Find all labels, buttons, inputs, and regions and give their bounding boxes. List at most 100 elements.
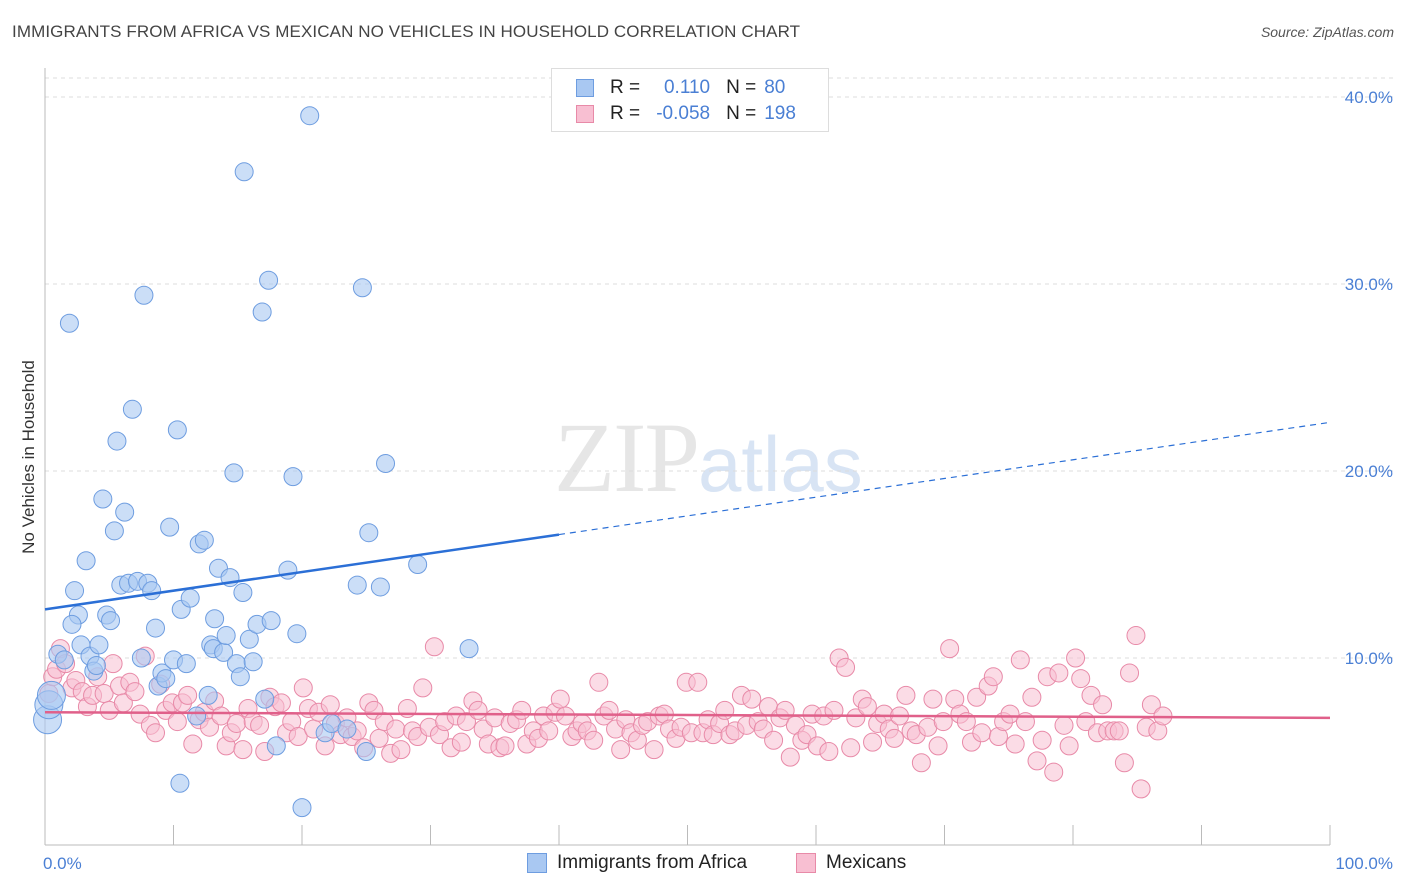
africa-trend-line [44, 533, 560, 611]
mexicans-point [146, 723, 166, 743]
watermark-zip: ZIP [554, 402, 700, 513]
africa-point [134, 285, 154, 305]
africa-point [233, 583, 253, 603]
mexicans-point [183, 734, 203, 754]
mexicans-point [857, 697, 877, 717]
mexicans-point [589, 672, 609, 692]
series-legend: Immigrants from Africa Mexicans [0, 852, 1406, 876]
mexicans-point [780, 747, 800, 767]
mexicans-point [555, 706, 575, 726]
mexicans-point [391, 740, 411, 760]
africa-point [156, 669, 176, 689]
mexicans-point [103, 654, 123, 674]
mexicans-point [836, 657, 856, 677]
africa-point [292, 798, 312, 818]
africa-point [93, 489, 113, 509]
africa-point [347, 575, 367, 595]
africa-point [287, 624, 307, 644]
mexicans-point [451, 732, 471, 752]
mexicans-point [764, 730, 784, 750]
y-tick-label: 10.0% [1345, 649, 1393, 668]
mexicans-point [539, 721, 559, 741]
mexicans-point [550, 689, 570, 709]
africa-point [104, 521, 124, 541]
africa-point [170, 773, 190, 793]
mexicans-point [911, 753, 931, 773]
trend-lines [44, 421, 1331, 720]
mexicans-point [512, 700, 532, 720]
mexicans-point [250, 715, 270, 735]
africa-legend-label: Immigrants from Africa [557, 852, 748, 873]
mexicans-point [1054, 715, 1074, 735]
africa-point [194, 530, 214, 550]
mexicans-point [884, 728, 904, 748]
chart-title: IMMIGRANTS FROM AFRICA VS MEXICAN NO VEH… [12, 22, 801, 41]
mexicans-point [923, 689, 943, 709]
africa-point [266, 736, 286, 756]
mexicans-point [1126, 626, 1146, 646]
watermark: ZIPatlas [554, 400, 863, 515]
africa-point [359, 523, 379, 543]
mexicans-point [424, 637, 444, 657]
y-tick-label: 20.0% [1345, 462, 1393, 481]
mexicans-point [819, 742, 839, 761]
mexicans-point [1049, 663, 1069, 683]
mexicans-point [1022, 687, 1042, 707]
mexicans-legend-label: Mexicans [826, 852, 907, 873]
africa-point [142, 581, 162, 601]
mexicans-point [413, 678, 433, 698]
africa-point [239, 629, 259, 649]
mexicans-point [611, 740, 631, 760]
africa-point [408, 555, 428, 574]
mexicans-point [644, 740, 664, 760]
mexicans-point [1120, 663, 1140, 683]
africa-point [131, 648, 151, 668]
mexicans-point [940, 639, 960, 659]
mexicans-point [863, 732, 883, 752]
y-tick-label: 30.0% [1345, 275, 1393, 294]
mexicans-point [1131, 779, 1151, 799]
mexicans-point [125, 682, 145, 702]
africa-point [243, 652, 263, 672]
africa-point [234, 162, 254, 182]
mexicans-point [1066, 648, 1086, 668]
mexicans-point [688, 672, 708, 692]
africa-point [176, 654, 196, 674]
mexicans-point [928, 736, 948, 756]
legend-row-mexicans: R = -0.058 N = 198 [552, 102, 796, 126]
africa-point [255, 689, 275, 709]
africa-trend-extension [558, 421, 1331, 536]
tick-labels: 10.0% 20.0% 30.0% 40.0% 0.0% 100.0% [43, 88, 1393, 873]
mexicans-point [1005, 734, 1025, 754]
y-tick-label: 40.0% [1345, 88, 1393, 107]
mexicans-point [495, 736, 515, 756]
mexicans-swatch [576, 105, 594, 123]
legend-item-africa[interactable]: Immigrants from Africa [527, 852, 747, 874]
mexicans-point [841, 738, 861, 758]
africa-legend-swatch [527, 853, 547, 873]
africa-point [278, 560, 298, 580]
mexicans-point [288, 727, 308, 747]
mexicans-point [211, 706, 231, 726]
mexicans-point [1010, 650, 1030, 670]
legend-n-label: N = [726, 103, 757, 124]
mexicans-point [599, 700, 619, 720]
mexicans-point [468, 700, 488, 720]
africa-swatch [576, 79, 594, 97]
mexicans-point [1000, 704, 1020, 724]
africa-point [180, 588, 200, 608]
africa-point [54, 650, 74, 670]
africa-point [36, 680, 66, 710]
mexicans-point [715, 700, 735, 720]
mexicans-point [742, 689, 762, 709]
africa-point [76, 551, 96, 571]
africa-point [115, 502, 135, 522]
africa-point [370, 577, 390, 597]
africa-point [261, 611, 281, 631]
mexicans-point [456, 712, 476, 732]
legend-r-label: R = [610, 77, 641, 98]
africa-point [459, 639, 479, 659]
legend-item-mexicans[interactable]: Mexicans [796, 852, 906, 874]
africa-point [122, 399, 142, 419]
africa-point [259, 270, 279, 290]
